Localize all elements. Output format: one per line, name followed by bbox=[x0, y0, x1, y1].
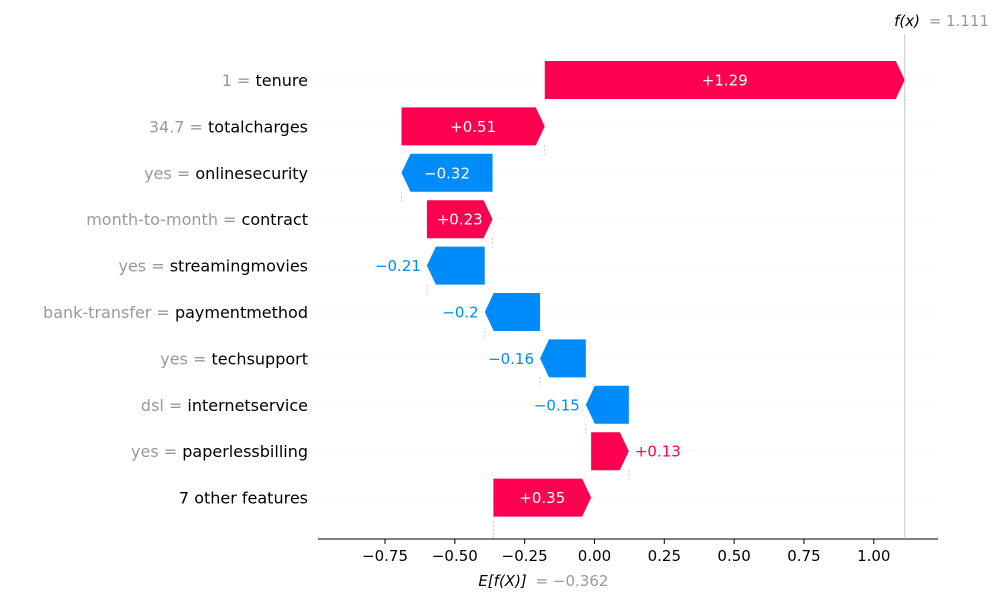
bar-paymentmethod bbox=[484, 293, 541, 331]
feature-name: paymentmethod bbox=[175, 303, 308, 322]
feature-name: internetservice bbox=[187, 396, 308, 415]
x-axis: −0.75 −0.50 −0.25 0.00 0.25 0.50 0.75 1.00 bbox=[318, 538, 938, 565]
feature-label-tenure: 1 = tenure bbox=[222, 71, 308, 90]
feature-label-internetservice: dsl = internetservice bbox=[141, 396, 308, 415]
feature-label-paperlessbilling: yes = paperlessbilling bbox=[131, 442, 308, 461]
ex-value: = −0.362 bbox=[536, 572, 609, 590]
x-tick-label: −0.50 bbox=[432, 547, 478, 565]
x-tick-label: −0.75 bbox=[362, 547, 408, 565]
x-tick-label: 0.75 bbox=[787, 547, 820, 565]
ex-label: E[f(X)] = −0.362 bbox=[478, 572, 608, 590]
feature-name: 7 other features bbox=[179, 489, 308, 508]
feature-labels: 1 = tenure +1.29 34.7 = totalcharges +0.51 y… bbox=[43, 71, 748, 508]
fx-value: = 1.111 bbox=[929, 12, 989, 30]
feature-value: yes = bbox=[160, 349, 211, 368]
bar-value-label-paperlessbilling: +0.13 bbox=[635, 443, 681, 461]
feature-name: streamingmovies bbox=[170, 257, 308, 276]
bar-value-label-paymentmethod: −0.2 bbox=[442, 304, 478, 322]
x-tick-label: 0.00 bbox=[578, 547, 611, 565]
feature-name: contract bbox=[242, 210, 308, 229]
bar-value-label-techsupport: −0.16 bbox=[488, 350, 534, 368]
feature-value: yes = bbox=[118, 257, 169, 276]
feature-value: dsl = bbox=[141, 396, 188, 415]
feature-value: yes = bbox=[131, 442, 182, 461]
bar-streamingmovies bbox=[426, 246, 485, 285]
feature-label-streamingmovies: yes = streamingmovies bbox=[118, 257, 308, 276]
feature-label-techsupport: yes = techsupport bbox=[160, 349, 308, 368]
ex-annotation: E[f(X)] = −0.362 bbox=[478, 572, 608, 590]
feature-value: yes = bbox=[144, 164, 195, 183]
bar-onlinesecurity bbox=[401, 153, 493, 192]
bar-value-label-onlinesecurity: −0.32 bbox=[424, 164, 470, 182]
x-tick-label: 0.50 bbox=[717, 547, 750, 565]
feature-value: 34.7 = bbox=[149, 117, 208, 136]
bar-value-label-totalcharges: +0.51 bbox=[450, 118, 496, 136]
fx-label: f(x) = 1.111 bbox=[894, 12, 989, 30]
bar-contract bbox=[426, 200, 493, 239]
bar-value-label-streamingmovies: −0.21 bbox=[375, 257, 421, 275]
feature-label-7-other-features: 7 other features bbox=[179, 489, 308, 508]
feature-label-paymentmethod: bank-transfer = paymentmethod bbox=[43, 303, 308, 322]
bar-value-label-internetservice: −0.15 bbox=[534, 396, 580, 414]
feature-name: tenure bbox=[256, 71, 308, 90]
bar-value-label-contract: +0.23 bbox=[437, 211, 483, 229]
feature-label-totalcharges: 34.7 = totalcharges bbox=[149, 117, 308, 136]
x-tick-label: −0.25 bbox=[502, 547, 548, 565]
feature-value: month-to-month = bbox=[86, 210, 241, 229]
feature-name: techsupport bbox=[212, 349, 308, 368]
feature-label-onlinesecurity: yes = onlinesecurity bbox=[144, 164, 308, 183]
bar-value-label-7-other-features: +0.35 bbox=[519, 489, 565, 507]
fx-symbol: f(x) bbox=[894, 12, 920, 30]
bar-paperlessbilling bbox=[591, 432, 629, 471]
feature-value: bank-transfer = bbox=[43, 303, 175, 322]
feature-value: 1 = bbox=[222, 71, 256, 90]
bar-internetservice bbox=[585, 385, 629, 424]
bar-tenure bbox=[544, 61, 905, 99]
feature-name: paperlessbilling bbox=[182, 442, 308, 461]
feature-name: onlinesecurity bbox=[195, 164, 308, 183]
x-tick-label: 0.25 bbox=[648, 547, 681, 565]
x-tick-label: 1.00 bbox=[857, 547, 890, 565]
bar-totalcharges bbox=[401, 107, 545, 146]
bar-7-other-features bbox=[493, 478, 592, 517]
bar-techsupport bbox=[540, 339, 586, 378]
fx-annotation: f(x) = 1.111 bbox=[894, 12, 989, 539]
contribution-bars bbox=[401, 61, 905, 517]
bar-value-label-tenure: +1.29 bbox=[702, 72, 748, 90]
ex-symbol: E[f(X)] bbox=[478, 572, 527, 590]
feature-name: totalcharges bbox=[208, 117, 308, 136]
feature-label-contract: month-to-month = contract bbox=[86, 210, 308, 229]
